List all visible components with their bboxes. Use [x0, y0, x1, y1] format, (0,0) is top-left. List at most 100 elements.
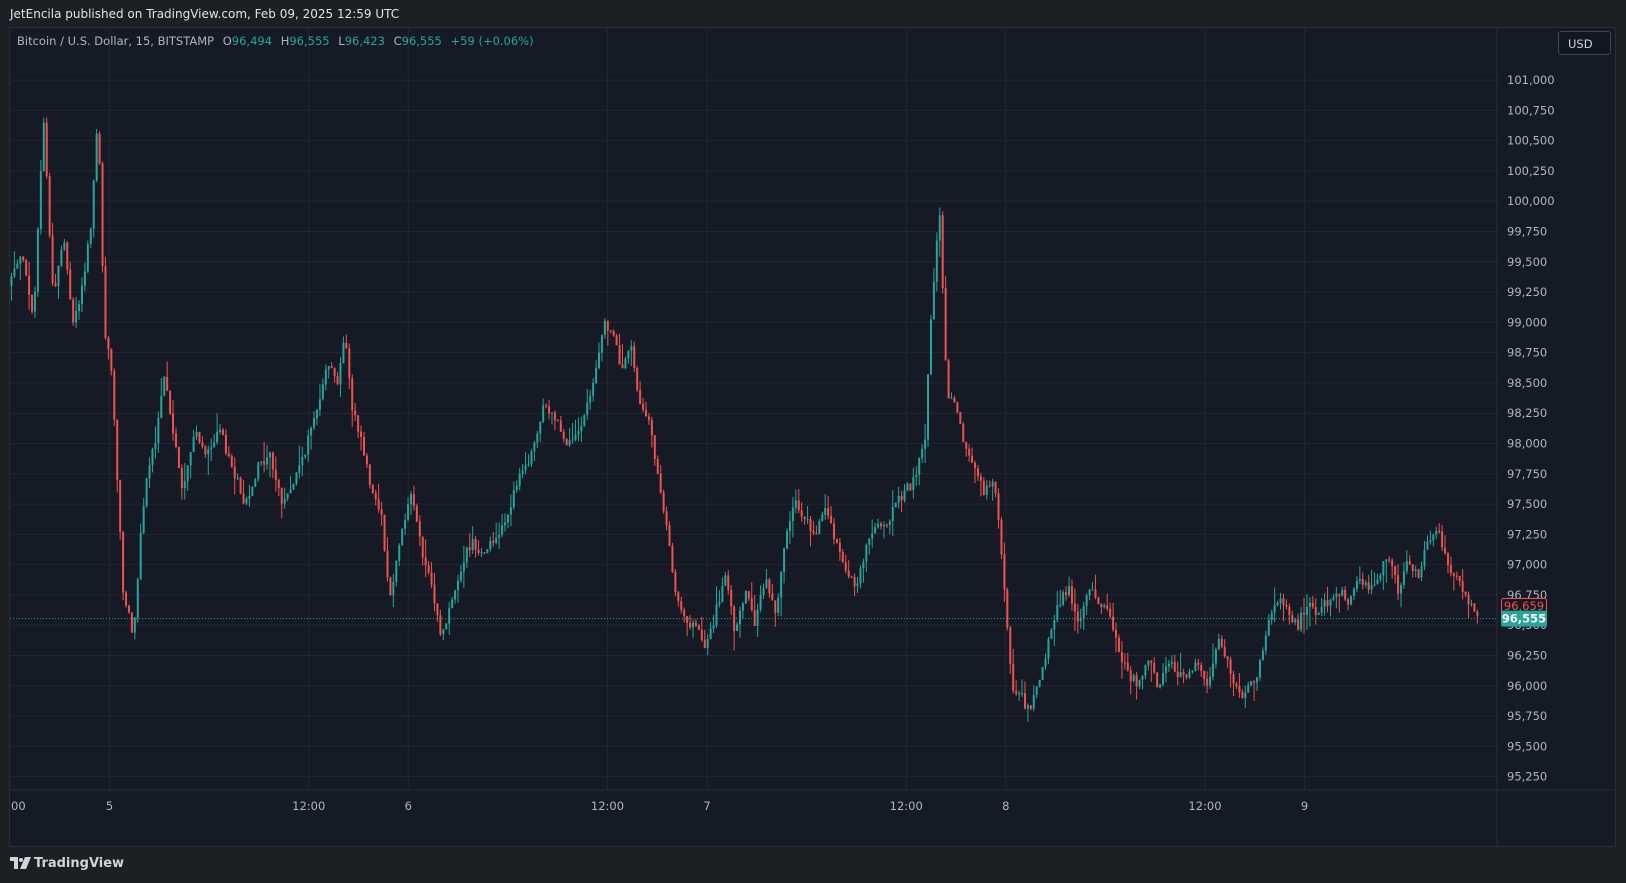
publish-info: JetEncila published on TradingView.com, …: [10, 7, 400, 21]
candle-body: [1414, 569, 1417, 572]
candle-body: [51, 235, 54, 284]
candle-body: [844, 562, 847, 571]
candle-body: [351, 378, 354, 411]
candle-body: [1244, 692, 1247, 698]
candle-body: [841, 552, 844, 563]
candle-body: [174, 433, 177, 447]
candle-body: [800, 510, 803, 517]
candle-body: [295, 472, 298, 484]
candle-body: [1044, 658, 1047, 667]
candle-body: [442, 629, 445, 635]
candle-body: [618, 345, 621, 365]
candle-body: [462, 562, 465, 572]
candle-body: [418, 521, 421, 537]
candle-body: [1150, 660, 1153, 664]
candle-body: [427, 565, 430, 573]
current-price-badge: [1501, 610, 1547, 627]
candle-body: [692, 622, 695, 628]
candle-body: [430, 572, 433, 585]
candle-body: [1117, 637, 1120, 652]
candle-body: [583, 415, 586, 426]
candle-body: [545, 405, 548, 407]
candle-body: [568, 440, 571, 445]
candle-body: [95, 133, 98, 181]
y-tick-label: 100,750: [1507, 103, 1555, 117]
candle-body: [1367, 582, 1370, 590]
candle-body: [597, 352, 600, 369]
candle-body: [797, 500, 800, 511]
candle-body: [1191, 670, 1194, 672]
candle-body: [380, 509, 383, 515]
candle-body: [674, 571, 677, 593]
candle-body: [371, 484, 374, 494]
candle-body: [327, 366, 330, 370]
candle-body: [1297, 619, 1300, 630]
candle-body: [891, 507, 894, 522]
y-tick-label: 97,250: [1507, 527, 1547, 541]
candle-body: [1238, 686, 1241, 693]
candle-body: [527, 464, 530, 466]
candle-body: [1253, 680, 1256, 683]
candle-body: [365, 455, 368, 465]
candle-body: [1382, 561, 1385, 576]
candle-body: [1344, 589, 1347, 600]
candle-body: [1473, 603, 1476, 612]
y-tick-label: 95,750: [1507, 709, 1547, 723]
candle-body: [1276, 602, 1279, 606]
candle-body: [724, 575, 727, 586]
candle-body: [680, 601, 683, 610]
candle-body: [1326, 600, 1329, 606]
candle-body: [888, 521, 891, 526]
candle-body: [454, 590, 457, 600]
candle-body: [456, 580, 459, 591]
candle-body: [318, 399, 321, 410]
candle-body: [777, 597, 780, 613]
candle-body: [63, 242, 66, 250]
currency-button[interactable]: USD: [1558, 31, 1611, 55]
candle-body: [639, 389, 642, 405]
candle-body: [1144, 665, 1147, 676]
candle-body: [1217, 638, 1220, 650]
top-bar: JetEncila published on TradingView.com, …: [0, 0, 1626, 27]
open-label: O: [222, 34, 232, 48]
candle-body: [994, 481, 997, 494]
candle-body: [1100, 604, 1103, 608]
candle-body: [1041, 666, 1044, 680]
candle-body: [22, 256, 25, 261]
candle-body: [386, 550, 389, 578]
candle-body: [1012, 663, 1015, 691]
candle-body: [236, 477, 239, 479]
y-tick-label: 96,000: [1507, 679, 1547, 693]
candle-body: [856, 583, 859, 587]
candle-body: [142, 506, 145, 533]
candle-body: [536, 433, 539, 443]
candle-body: [662, 492, 665, 512]
candle-body: [1358, 578, 1361, 581]
y-tick-label: 98,500: [1507, 376, 1547, 390]
candle-body: [25, 260, 28, 276]
candle-body: [741, 603, 744, 611]
candle-body: [835, 539, 838, 543]
candle-body: [1273, 605, 1276, 613]
candle-body: [1335, 593, 1338, 598]
candle-body: [518, 473, 521, 486]
candle-body: [548, 406, 551, 414]
x-tick-label: 9: [1301, 799, 1308, 813]
candle-body: [1291, 615, 1294, 623]
candle-body: [947, 360, 950, 399]
candle-body: [1112, 616, 1115, 630]
y-tick-label: 97,000: [1507, 558, 1547, 572]
candle-body: [1438, 530, 1441, 532]
candle-body: [1308, 602, 1311, 607]
candle-body: [694, 622, 697, 626]
candle-body: [1159, 684, 1162, 688]
candle-body: [1106, 605, 1109, 609]
candle-body: [445, 623, 448, 630]
candle-body: [615, 335, 618, 346]
candle-body: [1200, 664, 1203, 671]
candle-body: [565, 438, 568, 445]
x-tick-label: 8: [1002, 799, 1009, 813]
candle-body: [383, 514, 386, 551]
candle-body: [186, 465, 189, 482]
